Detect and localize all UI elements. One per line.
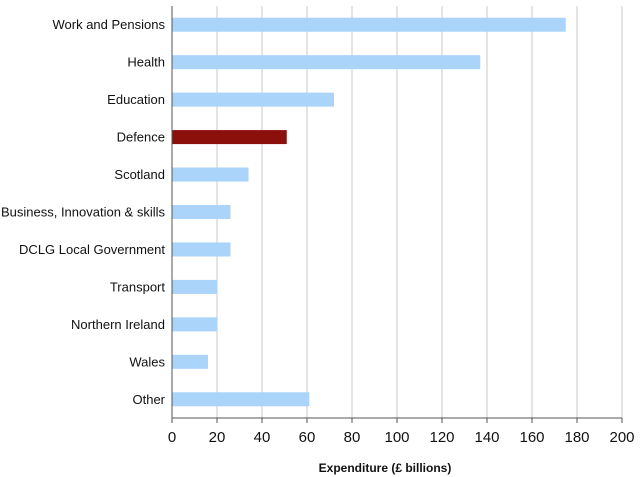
x-tick-label: 100 bbox=[384, 429, 409, 446]
x-tick-label: 40 bbox=[254, 429, 271, 446]
x-axis-title: Expenditure (£ billions) bbox=[319, 461, 452, 475]
bar bbox=[172, 354, 208, 369]
category-label: Scotland bbox=[114, 167, 165, 182]
category-label: Transport bbox=[110, 279, 166, 294]
bar bbox=[172, 205, 231, 219]
category-label: Other bbox=[132, 392, 165, 407]
gridlines bbox=[216, 6, 623, 418]
bar bbox=[172, 130, 287, 145]
bar bbox=[172, 92, 334, 107]
x-tick-label: 160 bbox=[519, 429, 544, 446]
bar bbox=[172, 55, 481, 70]
x-tick-label: 0 bbox=[168, 429, 176, 446]
category-labels: Work and Pensions Health Education Defence S… bbox=[1, 17, 166, 407]
category-label: Business, Innovation & skills bbox=[1, 205, 166, 220]
bar bbox=[172, 167, 249, 182]
x-tick-label: 80 bbox=[344, 429, 361, 446]
bars bbox=[172, 17, 566, 407]
category-label: DCLG Local Government bbox=[19, 242, 165, 257]
category-label: Work and Pensions bbox=[53, 17, 166, 32]
x-tick-label: 180 bbox=[564, 429, 589, 446]
x-tick-label: 200 bbox=[609, 429, 634, 446]
category-label: Northern Ireland bbox=[71, 317, 165, 332]
bar bbox=[172, 242, 231, 257]
x-tick-label: 60 bbox=[299, 429, 316, 446]
bar bbox=[172, 279, 217, 294]
bar bbox=[172, 392, 310, 407]
category-label: Defence bbox=[117, 130, 165, 145]
category-label: Health bbox=[127, 55, 165, 70]
x-axis-ticks: 0 20 40 60 80 100 120 140 160 180 200 bbox=[168, 418, 635, 446]
x-tick-label: 20 bbox=[209, 429, 226, 446]
bar bbox=[172, 317, 217, 332]
category-label: Wales bbox=[129, 354, 165, 369]
x-tick-label: 120 bbox=[429, 429, 454, 446]
x-tick-label: 140 bbox=[474, 429, 499, 446]
category-label: Education bbox=[107, 92, 165, 107]
bar bbox=[172, 17, 566, 32]
